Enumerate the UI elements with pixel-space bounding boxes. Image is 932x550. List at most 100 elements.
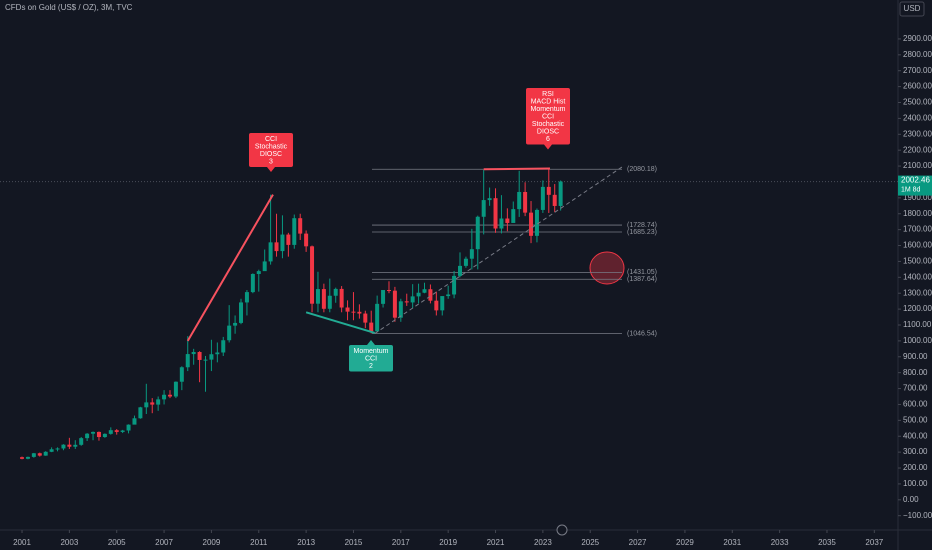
candle-body <box>167 394 172 397</box>
signal-pointer <box>544 144 552 150</box>
candle-body <box>108 430 113 434</box>
y-tick-label: 2300.00 <box>903 129 932 138</box>
trend-line <box>374 165 624 334</box>
candle-body <box>55 448 60 450</box>
candle-body <box>345 307 350 312</box>
candle-body <box>96 431 101 438</box>
y-tick-label: 600.00 <box>903 400 928 409</box>
y-tick-label: 1000.00 <box>903 336 932 345</box>
candle-body <box>469 249 474 259</box>
candle-body <box>321 289 326 309</box>
candle-body <box>392 290 397 318</box>
y-tick-label: 2700.00 <box>903 66 932 75</box>
candle-body <box>369 322 374 332</box>
candle-body <box>49 449 54 452</box>
y-tick-label: 2200.00 <box>903 145 932 154</box>
candle-body <box>481 200 486 217</box>
candle-body <box>203 359 208 361</box>
candle-body <box>493 198 498 229</box>
candle-body <box>250 273 255 293</box>
candle-body <box>375 303 380 332</box>
candle-body <box>185 354 190 368</box>
last-price-tag <box>898 175 932 196</box>
candle-body <box>25 456 30 459</box>
candle-body <box>244 292 249 303</box>
signal-pointer <box>267 167 275 172</box>
candle-body <box>239 302 244 323</box>
x-tick-label: 2027 <box>629 538 647 547</box>
candle-body <box>558 181 563 206</box>
signal-text: Stochastic <box>255 143 288 150</box>
signal-bubble <box>249 133 293 167</box>
candle-body <box>215 352 220 355</box>
lightning-icon[interactable] <box>556 524 568 536</box>
candle-body <box>304 233 309 247</box>
x-tick-label: 2009 <box>203 538 221 547</box>
candle-body <box>197 352 202 360</box>
candle-body <box>310 246 315 304</box>
x-tick-label: 2005 <box>108 538 126 547</box>
candle-body <box>315 289 320 304</box>
y-tick-label: 2900.00 <box>903 34 932 43</box>
candle-body <box>339 288 344 308</box>
candle-body <box>280 234 285 252</box>
candle-body <box>37 453 42 456</box>
candle-body <box>428 289 433 301</box>
candle-body <box>292 218 297 245</box>
level-label: (1685.23) <box>627 229 657 236</box>
candle-body <box>256 271 261 274</box>
candle-body <box>162 394 167 400</box>
countdown: 1M 8d <box>901 186 921 193</box>
candle-body <box>458 265 463 276</box>
x-tick-label: 2025 <box>581 538 599 547</box>
last-price: 2002.46 <box>901 176 930 185</box>
candle-body <box>446 294 451 297</box>
candle-body <box>85 433 90 439</box>
candle-body <box>505 218 510 223</box>
candle-body <box>286 234 291 245</box>
signal-text: MACD Hist <box>531 98 566 105</box>
candle-body <box>43 451 48 456</box>
x-tick-label: 2001 <box>13 538 31 547</box>
y-tick-label: 1500.00 <box>903 257 932 266</box>
candle-body <box>114 430 119 432</box>
signal-text: Momentum <box>353 348 388 355</box>
level-label: (2080.18) <box>627 166 657 173</box>
candle-body <box>173 381 178 397</box>
currency[interactable]: USD <box>904 4 921 13</box>
y-tick-label: 2100.00 <box>903 161 932 170</box>
y-tick-label: 1200.00 <box>903 304 932 313</box>
x-tick-label: 2017 <box>392 538 410 547</box>
trend-line <box>483 167 550 171</box>
candle-body <box>144 402 149 408</box>
candle-body <box>499 218 504 229</box>
candle-body <box>61 444 66 449</box>
candle-body <box>487 198 492 201</box>
candle-body <box>398 301 403 318</box>
x-tick-label: 2023 <box>534 538 552 547</box>
candle-body <box>31 453 36 457</box>
candle-body <box>540 186 545 210</box>
y-tick-label: 2800.00 <box>903 50 932 59</box>
y-tick-label: 400.00 <box>903 431 928 440</box>
x-tick-label: 2007 <box>155 538 173 547</box>
candle-body <box>91 431 96 434</box>
y-tick-label: 500.00 <box>903 415 928 424</box>
candle-body <box>268 242 273 262</box>
candle-body <box>262 261 267 272</box>
candle-body <box>274 242 279 252</box>
signal-text: RSI <box>542 91 554 98</box>
candle-body <box>523 191 528 213</box>
candle-body <box>517 191 522 210</box>
candle-body <box>416 292 421 297</box>
currency-box[interactable] <box>899 1 925 17</box>
candle-body <box>138 407 143 419</box>
candle-body <box>73 444 78 447</box>
trend-line <box>186 194 274 342</box>
x-tick-label: 2003 <box>60 538 78 547</box>
signal-bubble <box>349 345 393 372</box>
x-tick-label: 2029 <box>676 538 694 547</box>
candle-body <box>351 311 356 313</box>
